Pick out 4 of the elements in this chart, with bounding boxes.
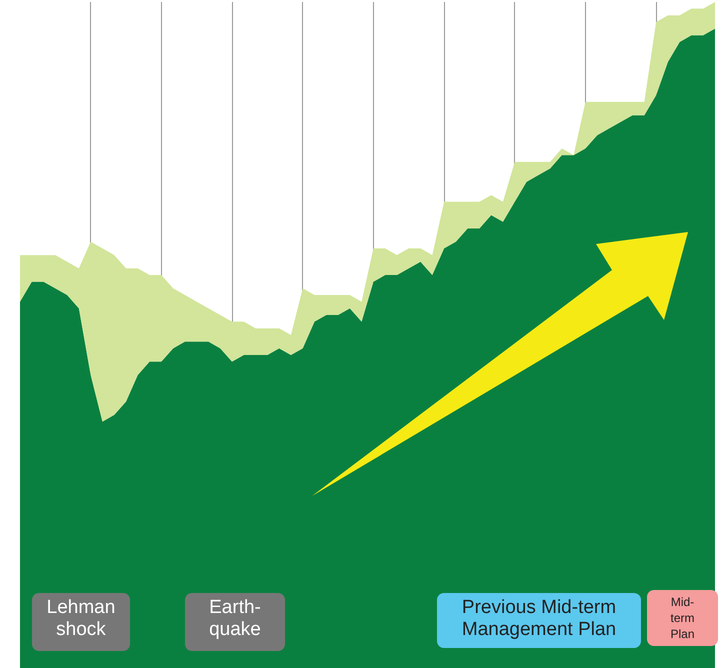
label-box: Previous Mid-term Management Plan [437,593,641,648]
label-box: Lehman shock [32,593,130,651]
label-box: Mid- term Plan [647,590,718,646]
label-box: Earth- quake [185,593,285,651]
